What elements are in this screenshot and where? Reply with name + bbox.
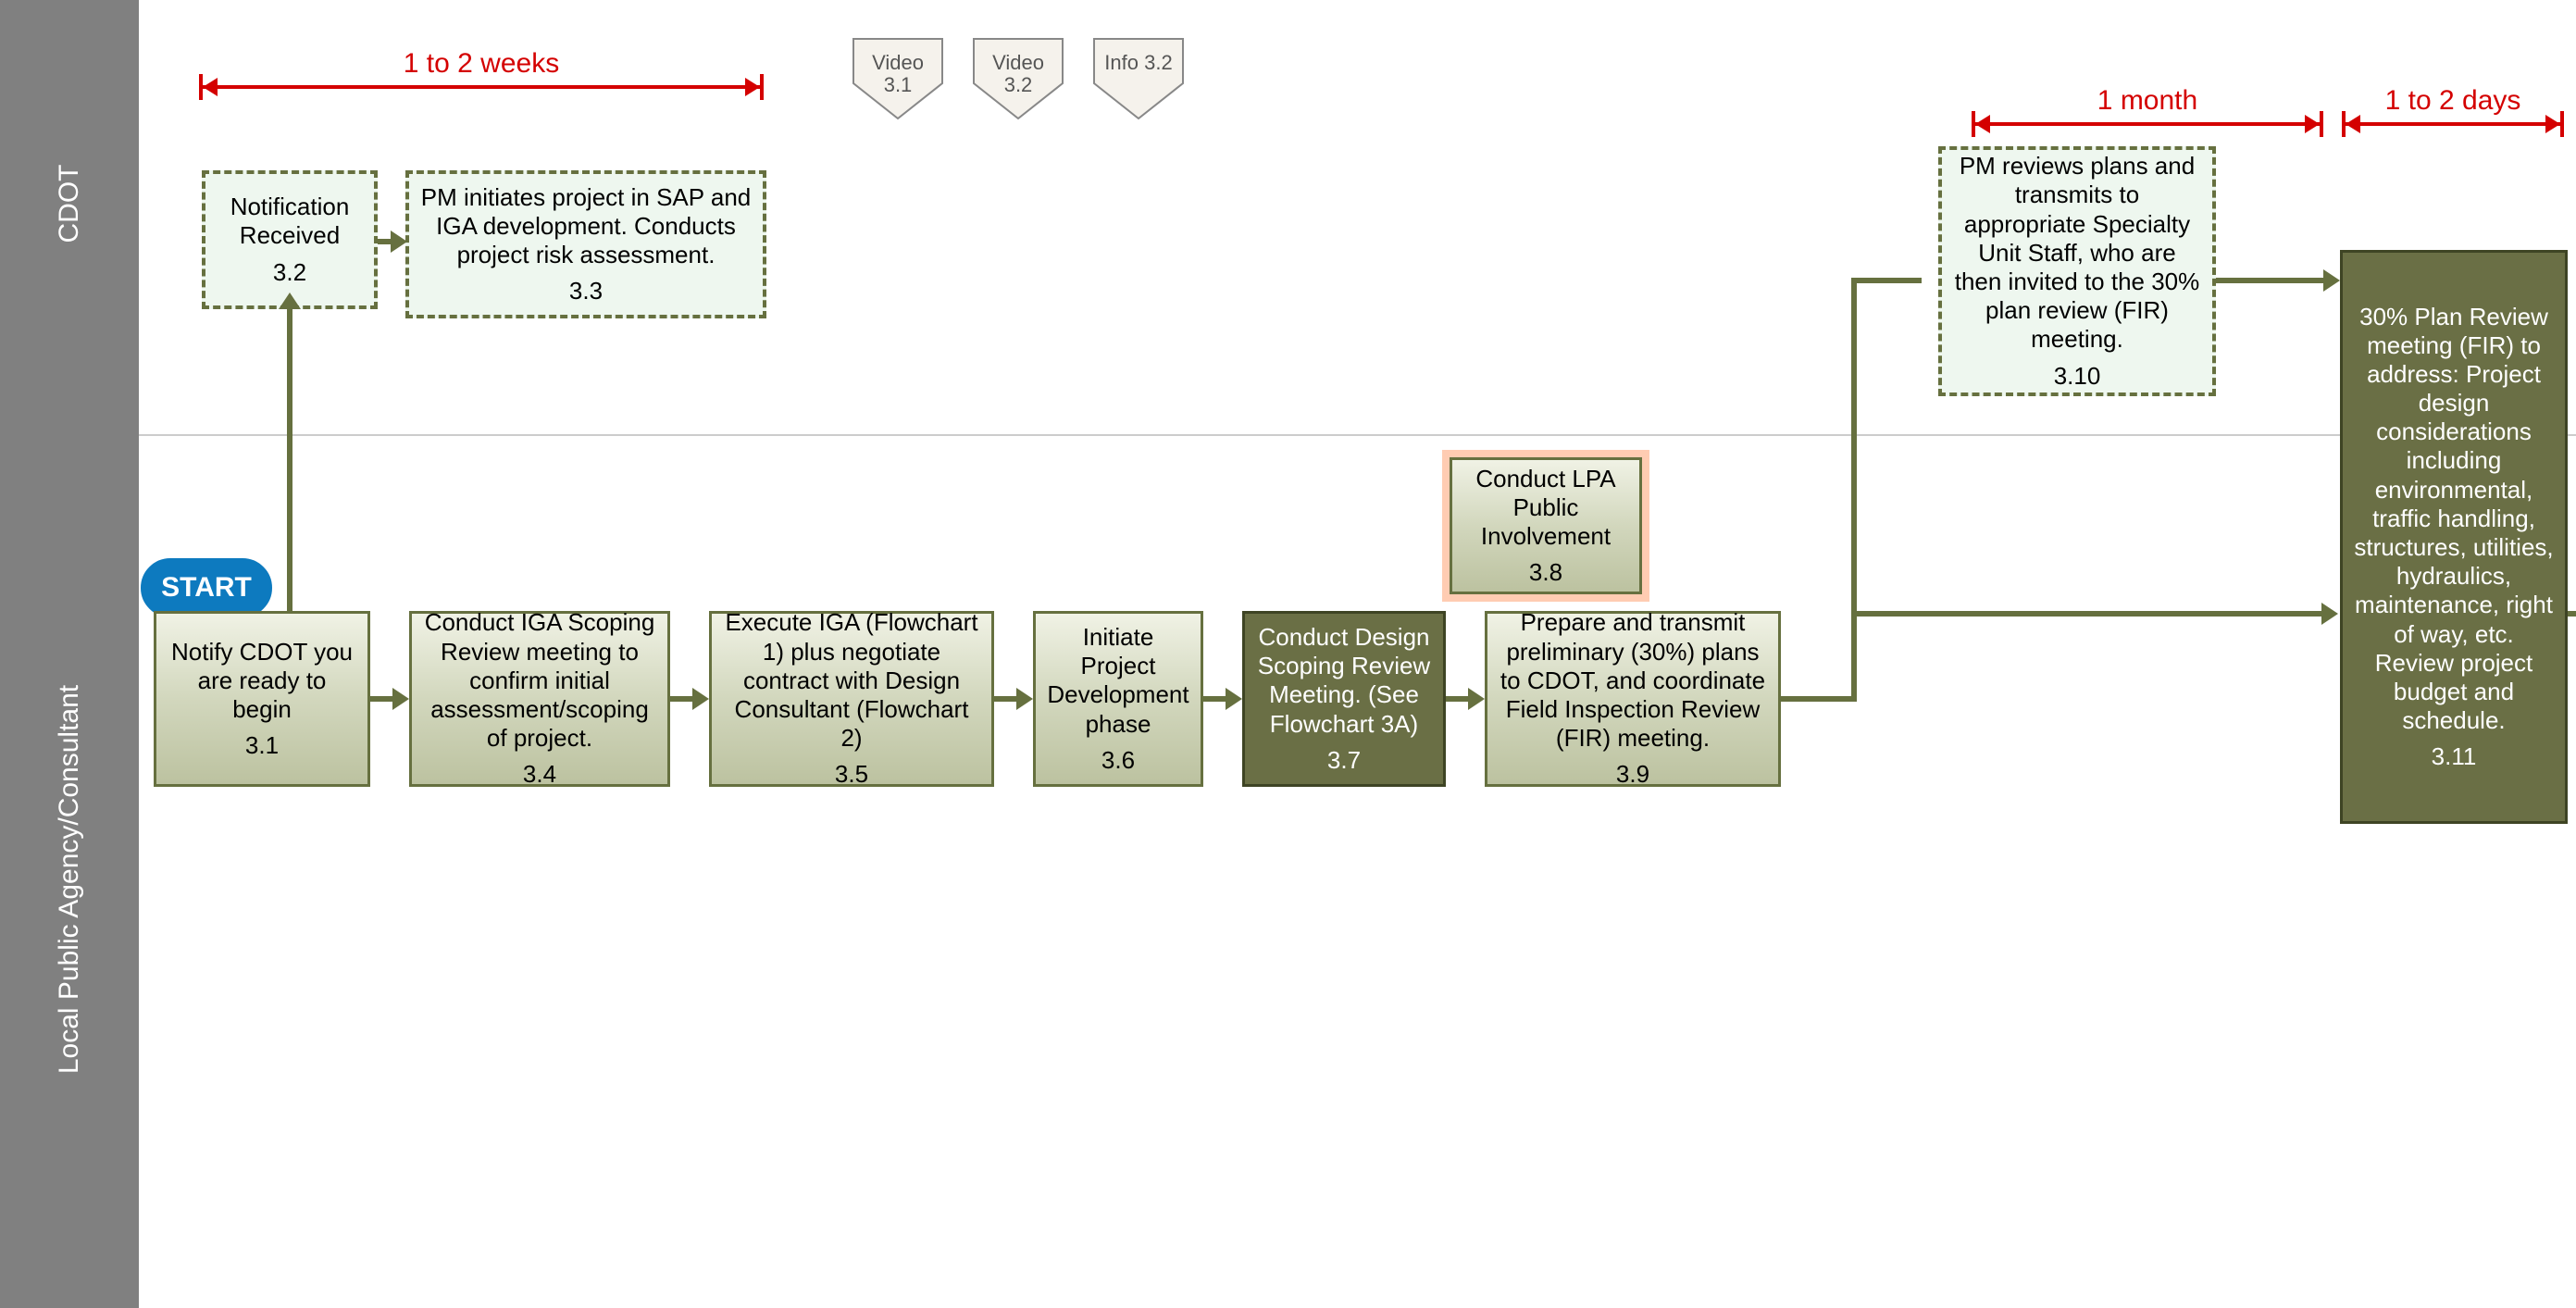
node-3-7[interactable]: Conduct Design Scoping Review Meeting. (… bbox=[1242, 611, 1446, 787]
connector bbox=[378, 239, 391, 244]
node-text: Prepare and transmit preliminary (30%) p… bbox=[1500, 608, 1765, 752]
connector bbox=[287, 309, 292, 611]
node-text: Conduct LPA Public Involvement bbox=[1475, 465, 1615, 550]
shield-label: Video 3.2 bbox=[972, 52, 1064, 96]
node-3-5[interactable]: Execute IGA (Flowchart 1) plus negotiate… bbox=[709, 611, 994, 787]
swimlane-sidebar: CDOT Local Public Agency/Consultant bbox=[0, 0, 139, 1308]
node-number: 3.2 bbox=[217, 258, 363, 287]
connector bbox=[1857, 611, 2321, 617]
connector bbox=[670, 696, 692, 702]
node-text: PM initiates project in SAP and IGA deve… bbox=[421, 183, 751, 268]
node-3-9[interactable]: Prepare and transmit preliminary (30%) p… bbox=[1485, 611, 1781, 787]
duration-bar bbox=[199, 85, 764, 89]
duration-span: 1 to 2 weeks bbox=[199, 48, 764, 80]
lane-divider bbox=[139, 434, 2576, 436]
duration-span: 1 to 2 days bbox=[2342, 85, 2564, 117]
info-shield[interactable]: Video 3.1 bbox=[852, 37, 944, 120]
node-number: 3.4 bbox=[423, 760, 656, 789]
node-3-11[interactable]: 30% Plan Review meeting (FIR) to address… bbox=[2340, 250, 2568, 824]
node-text: PM reviews plans and transmits to approp… bbox=[1955, 152, 2200, 353]
shield-label: Video 3.1 bbox=[852, 52, 944, 96]
connector bbox=[2216, 278, 2323, 283]
duration-span: 1 month bbox=[1972, 85, 2323, 117]
node-number: 3.3 bbox=[420, 277, 752, 305]
node-number: 3.8 bbox=[1463, 558, 1628, 587]
lane-label-lpa: Local Public Agency/Consultant bbox=[54, 685, 85, 1074]
node-text: 30% Plan Review meeting (FIR) to address… bbox=[2354, 303, 2553, 735]
flowchart-canvas: CDOT Local Public Agency/Consultant STAR… bbox=[0, 0, 2576, 1308]
node-3-3[interactable]: PM initiates project in SAP and IGA deve… bbox=[405, 170, 766, 318]
node-text: Initiate Project Development phase bbox=[1047, 623, 1188, 738]
node-3-6[interactable]: Initiate Project Development phase 3.6 bbox=[1033, 611, 1203, 787]
duration-bar bbox=[2342, 122, 2564, 126]
node-3-4[interactable]: Conduct IGA Scoping Review meeting to co… bbox=[409, 611, 670, 787]
node-3-2[interactable]: Notification Received 3.2 bbox=[202, 170, 378, 309]
connector bbox=[1857, 278, 1922, 283]
info-shield[interactable]: Video 3.2 bbox=[972, 37, 1064, 120]
shield-icon bbox=[1092, 37, 1185, 120]
info-shield[interactable]: Info 3.2 bbox=[1092, 37, 1185, 120]
node-text: Notification Received bbox=[230, 193, 350, 249]
node-number: 3.6 bbox=[1047, 746, 1189, 775]
duration-label: 1 month bbox=[2097, 85, 2197, 116]
connector bbox=[370, 696, 392, 702]
connector bbox=[1203, 696, 1226, 702]
node-3-10[interactable]: PM reviews plans and transmits to approp… bbox=[1938, 146, 2216, 396]
duration-label: 1 to 2 days bbox=[2385, 85, 2521, 116]
node-text: Conduct IGA Scoping Review meeting to co… bbox=[425, 608, 655, 752]
duration-label: 1 to 2 weeks bbox=[404, 48, 559, 79]
lane-label-cdot: CDOT bbox=[54, 165, 85, 243]
connector bbox=[1851, 278, 1857, 699]
connector bbox=[1781, 696, 1857, 702]
connector bbox=[1446, 696, 1468, 702]
start-label: START bbox=[161, 572, 252, 604]
node-text: Execute IGA (Flowchart 1) plus negotiate… bbox=[725, 608, 977, 752]
duration-bar bbox=[1972, 122, 2323, 126]
node-number: 3.11 bbox=[2354, 742, 2554, 771]
node-text: Conduct Design Scoping Review Meeting. (… bbox=[1258, 623, 1430, 738]
node-number: 3.10 bbox=[1953, 362, 2201, 391]
node-number: 3.1 bbox=[168, 731, 356, 760]
node-number: 3.5 bbox=[723, 760, 980, 789]
node-3-1[interactable]: Notify CDOT you are ready to begin 3.1 bbox=[154, 611, 370, 787]
node-number: 3.7 bbox=[1256, 746, 1432, 775]
start-node: START bbox=[141, 558, 272, 617]
connector bbox=[994, 696, 1016, 702]
node-3-8[interactable]: Conduct LPA Public Involvement 3.8 bbox=[1450, 457, 1642, 594]
node-text: Notify CDOT you are ready to begin bbox=[171, 638, 353, 723]
shield-label: Info 3.2 bbox=[1092, 52, 1185, 74]
connector bbox=[2568, 611, 2576, 617]
node-number: 3.9 bbox=[1499, 760, 1767, 789]
